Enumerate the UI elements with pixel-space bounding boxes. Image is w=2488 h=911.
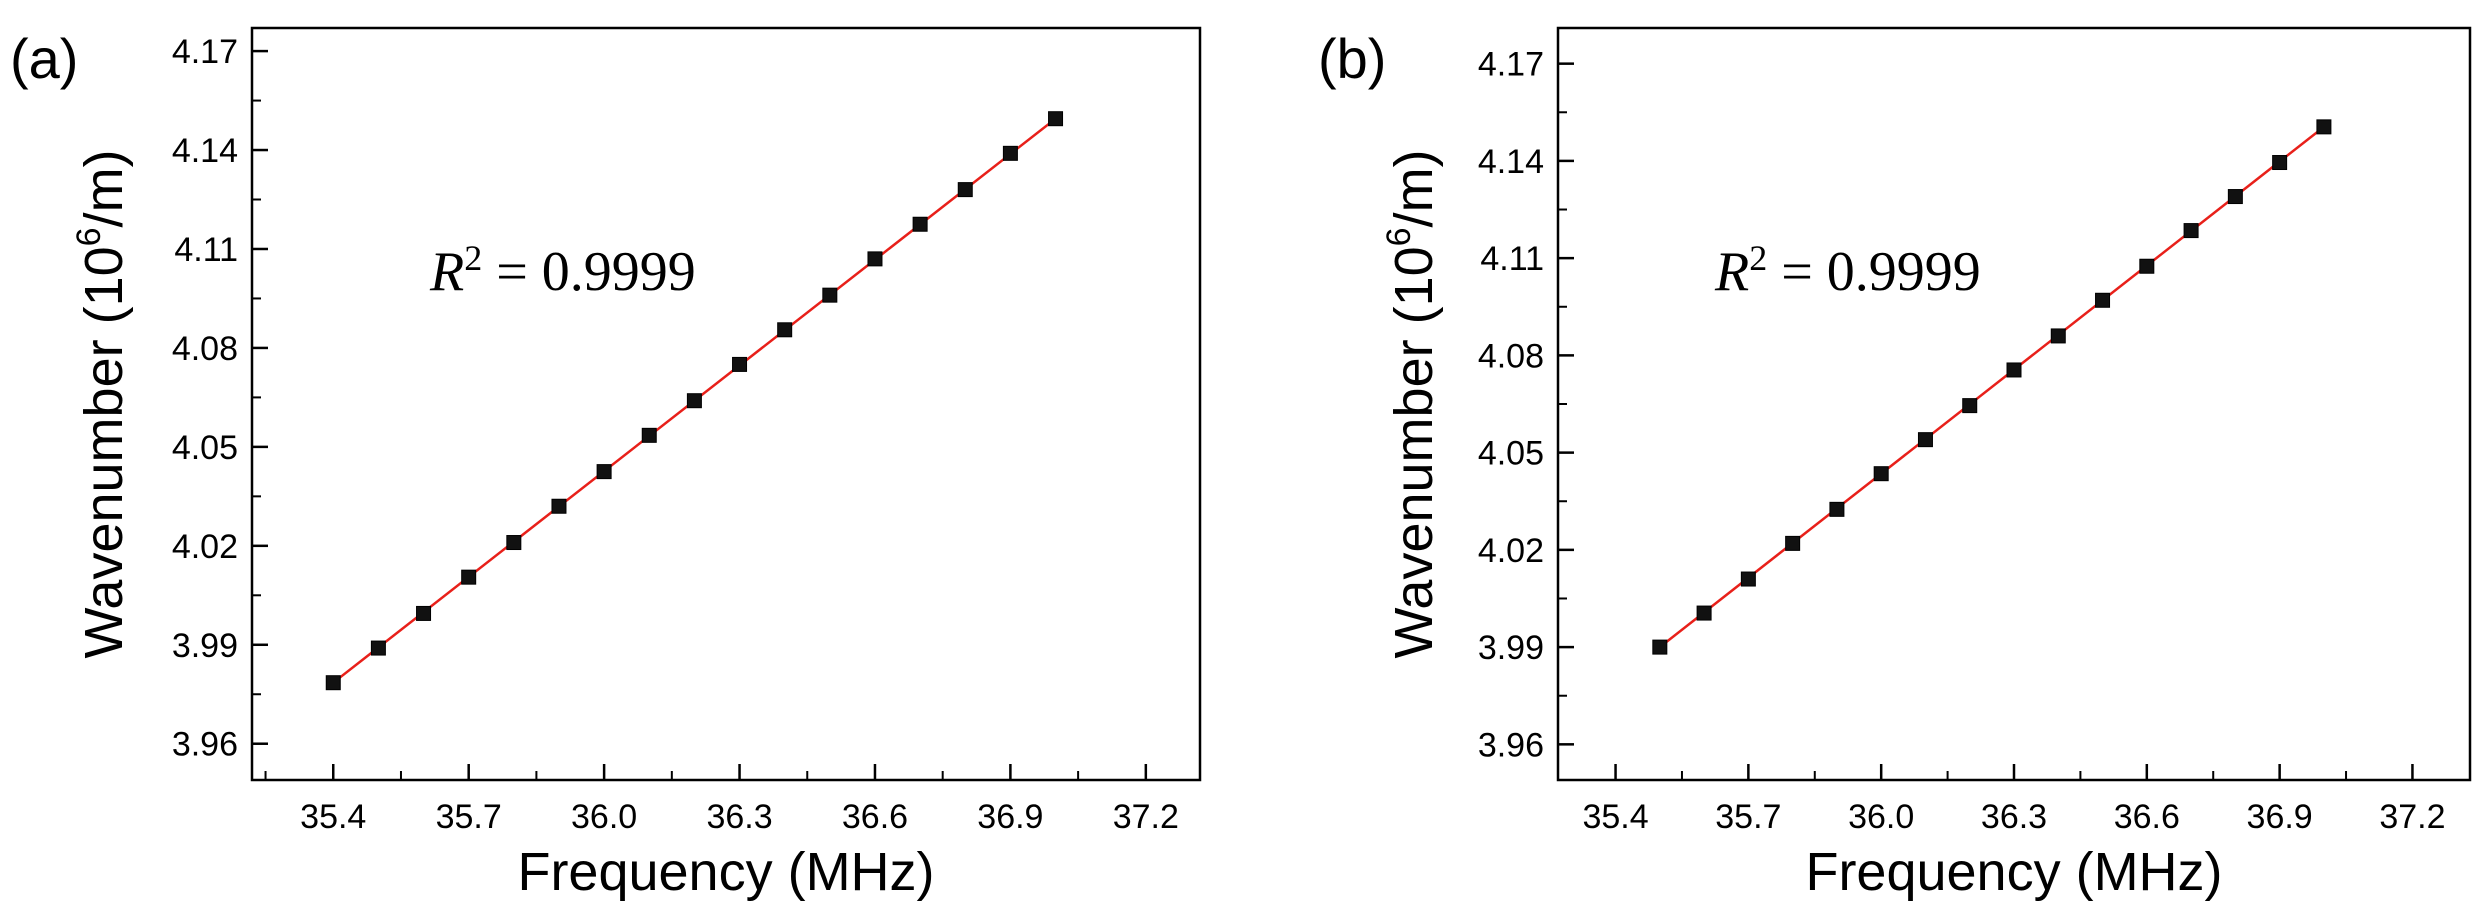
data-point xyxy=(2139,258,2155,274)
panel-label: (a) xyxy=(10,27,78,90)
x-tick-label: 36.9 xyxy=(977,798,1043,836)
x-axis-label: Frequency (MHz) xyxy=(517,842,934,902)
x-tick-label: 36.3 xyxy=(1981,798,2047,836)
x-tick-label: 35.4 xyxy=(1582,798,1648,836)
data-point xyxy=(461,569,477,585)
data-point xyxy=(777,322,793,338)
y-axis-label-exponent: 6 xyxy=(1380,227,1418,246)
x-tick-label: 36.6 xyxy=(2114,798,2180,836)
r-squared-value: = 0.9999 xyxy=(1767,241,1981,303)
y-tick-label: 4.11 xyxy=(174,231,238,269)
y-axis-label-unit: /m) xyxy=(74,149,134,227)
y-tick-label: 4.08 xyxy=(1478,337,1544,375)
x-tick-label: 37.2 xyxy=(1113,798,1179,836)
panel-label: (b) xyxy=(1318,27,1386,90)
data-point xyxy=(1917,432,1933,448)
data-point xyxy=(2183,223,2199,239)
r-squared-symbol: R xyxy=(1714,241,1749,303)
data-point xyxy=(1696,605,1712,621)
y-tick-label: 4.17 xyxy=(1478,46,1544,84)
data-point xyxy=(732,356,748,372)
x-tick-label: 36.6 xyxy=(842,798,908,836)
y-tick-label: 4.11 xyxy=(1480,240,1544,278)
x-tick-label: 36.0 xyxy=(1848,798,1914,836)
data-point xyxy=(2006,362,2022,378)
y-tick-label: 3.96 xyxy=(172,726,238,764)
y-tick-label: 3.99 xyxy=(172,627,238,665)
data-point xyxy=(596,464,612,480)
y-tick-label: 4.14 xyxy=(1478,143,1544,181)
x-tick-label: 35.7 xyxy=(436,798,502,836)
data-point xyxy=(1652,639,1668,655)
data-point xyxy=(2272,155,2288,171)
y-tick-label: 4.02 xyxy=(1478,532,1544,570)
panel-a: 35.4 35.7 36.0 36.3 36.6 36.9 37.2 3.96 3.99 4.02… xyxy=(10,26,1202,902)
x-tick-label: 37.2 xyxy=(2379,798,2445,836)
data-point xyxy=(2050,328,2066,344)
data-point xyxy=(1829,501,1845,517)
y-tick-label: 4.05 xyxy=(172,429,238,467)
y-axis-label-exponent: 6 xyxy=(70,227,108,246)
r-squared-value: = 0.9999 xyxy=(482,241,696,303)
data-point xyxy=(1002,145,1018,161)
data-point xyxy=(2095,292,2111,308)
y-tick-label: 4.17 xyxy=(172,33,238,71)
y-tick-label: 3.96 xyxy=(1478,726,1544,764)
data-point xyxy=(2227,189,2243,205)
data-point xyxy=(641,427,657,443)
data-point xyxy=(822,287,838,303)
x-axis-label: Frequency (MHz) xyxy=(1805,842,2222,902)
y-axis-label-base: Wavenumber (10 xyxy=(74,246,134,658)
y-tick-label: 4.05 xyxy=(1478,435,1544,473)
data-point xyxy=(551,498,567,514)
data-point xyxy=(506,535,522,551)
r-squared-annotation: R2 = 0.9999 xyxy=(429,238,696,303)
x-tick-label: 36.9 xyxy=(2247,798,2313,836)
x-tick-label: 35.4 xyxy=(300,798,366,836)
data-point xyxy=(867,251,883,267)
y-axis-label: Wavenumber (106/m) xyxy=(1380,149,1444,658)
data-point xyxy=(1048,111,1064,127)
r-squared-symbol: R xyxy=(429,241,464,303)
data-point xyxy=(325,675,341,691)
panel-b: 35.4 35.7 36.0 36.3 36.6 36.9 37.2 3.96 3.99 4.02… xyxy=(1318,26,2472,902)
x-tick-label: 35.7 xyxy=(1715,798,1781,836)
data-point xyxy=(370,640,386,656)
fit-line xyxy=(1659,125,2325,649)
y-tick-label: 4.14 xyxy=(172,132,238,170)
x-tick-label: 36.3 xyxy=(706,798,772,836)
r-squared-annotation: R2 = 0.9999 xyxy=(1714,238,1981,303)
data-point xyxy=(957,182,973,198)
r-squared-exponent: 2 xyxy=(1749,238,1767,278)
r-squared-exponent: 2 xyxy=(464,238,482,278)
data-point xyxy=(1740,571,1756,587)
data-point xyxy=(912,216,928,232)
y-tick-label: 4.08 xyxy=(172,330,238,368)
plot-frame xyxy=(250,26,1202,782)
y-axis-label-base: Wavenumber (10 xyxy=(1384,246,1444,658)
data-point xyxy=(686,393,702,409)
data-point xyxy=(1962,398,1978,414)
y-axis-label: Wavenumber (106/m) xyxy=(70,149,134,658)
data-point xyxy=(1873,466,1889,482)
y-tick-label: 4.02 xyxy=(172,528,238,566)
y-axis-label-unit: /m) xyxy=(1384,149,1444,227)
data-point xyxy=(2316,119,2332,135)
plot-frame xyxy=(1556,26,2472,782)
x-tick-label: 36.0 xyxy=(571,798,637,836)
y-tick-label: 3.99 xyxy=(1478,629,1544,667)
data-point xyxy=(1785,535,1801,551)
data-point xyxy=(416,605,432,621)
